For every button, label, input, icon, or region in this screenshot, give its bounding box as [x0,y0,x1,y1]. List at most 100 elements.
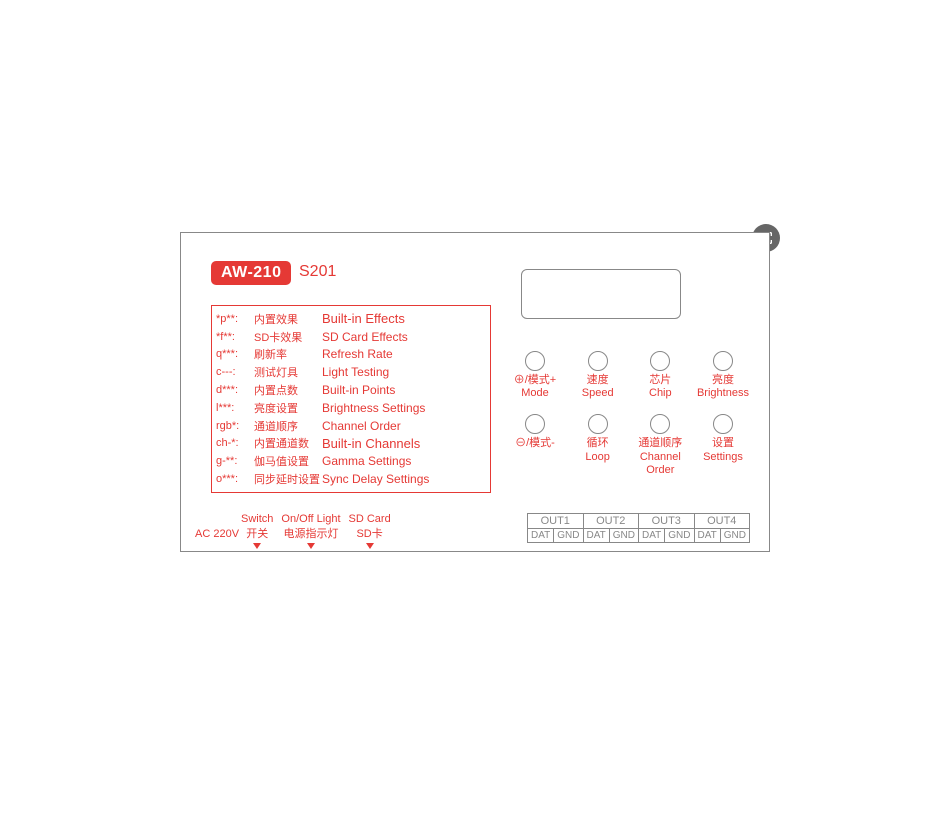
button-2-1: 循环Loop [570,414,626,477]
arrow-down-icon [307,543,315,549]
button-label-en: Mode [507,387,563,400]
ref-code: c---: [212,366,254,378]
ref-code: *p**: [212,313,254,325]
button-label-en: Chip [632,387,688,400]
reference-row: *f**:SD卡效果SD Card Effects [212,329,490,345]
button-circle[interactable] [588,414,608,434]
arrow-down-icon [366,543,374,549]
button-label-cn: ⊕/模式+ [507,374,563,387]
button-label-cn: 速度 [570,374,626,387]
reference-row: rgb*:通道顺序Channel Order [212,418,490,434]
button-2-2: 通道顺序Channel Order [632,414,688,477]
ref-code: l***: [212,402,254,414]
ref-en: Refresh Rate [322,347,490,361]
ref-code: rgb*: [212,420,254,432]
button-circle[interactable] [650,414,670,434]
ref-en: Light Testing [322,365,490,379]
output-pin: GND [665,529,694,543]
ref-cn: 伽马值设置 [254,453,322,469]
output-header: OUT2 [583,514,639,529]
button-2-0: ⊖/模式- [507,414,563,477]
output-header: OUT4 [694,514,750,529]
reference-row: l***:亮度设置Brightness Settings [212,400,490,416]
button-circle[interactable] [525,351,545,371]
button-label-en: Channel Order [632,451,688,477]
output-pin: GND [720,529,749,543]
ref-cn: 刷新率 [254,346,322,362]
reference-row: q***:刷新率Refresh Rate [212,346,490,362]
ref-cn: 通道顺序 [254,418,322,434]
button-label-cn: 亮度 [695,374,751,387]
ref-cn: 内置效果 [254,311,322,327]
output-header: OUT1 [528,514,584,529]
ref-code: g-**: [212,455,254,467]
output-terminal-table: OUT1OUT2OUT3OUT4 DATGNDDATGNDDATGNDDATGN… [527,513,750,543]
ref-en: Built-in Effects [322,311,490,326]
output-pin: GND [554,529,583,543]
button-label-cn: ⊖/模式- [507,437,563,450]
port-label-en: Switch [241,513,273,525]
ref-code: o***: [212,473,254,485]
ref-cn: 内置通道数 [254,435,322,451]
ref-cn: 亮度设置 [254,400,322,416]
model-label: S201 [299,263,336,281]
button-label-en: Settings [695,451,751,464]
arrow-down-icon [253,543,261,549]
port-label-en: On/Off Light [281,513,340,525]
brand-badge: AW-210 [211,261,291,285]
port-label-2: SD CardSD卡 [349,513,391,549]
ref-en: Brightness Settings [322,401,490,415]
button-circle[interactable] [713,351,733,371]
button-label-cn: 通道顺序 [632,437,688,450]
ref-code: ch-*: [212,437,254,449]
port-label-cn: SD卡 [349,525,391,541]
button-grid: ⊕/模式+Mode速度Speed芯片Chip亮度Brightness ⊖/模式-… [507,351,751,491]
ref-code: d***: [212,384,254,396]
port-label-en: SD Card [349,513,391,525]
lcd-display [521,269,681,319]
output-header: OUT3 [639,514,695,529]
button-1-1: 速度Speed [570,351,626,400]
reference-row: d***:内置点数Built-in Points [212,382,490,398]
button-1-0: ⊕/模式+Mode [507,351,563,400]
device-panel: AW-210 S201 *p**:内置效果Built-in Effects *f*… [180,232,770,552]
ref-cn: 同步延时设置 [254,471,322,487]
ref-cn: 内置点数 [254,382,322,398]
button-circle[interactable] [650,351,670,371]
button-label-cn: 设置 [695,437,751,450]
button-1-2: 芯片Chip [632,351,688,400]
port-label-cn: 电源指示灯 [281,525,340,541]
button-circle[interactable] [525,414,545,434]
ref-cn: 测试灯具 [254,364,322,380]
reference-row: c---:测试灯具Light Testing [212,364,490,380]
reference-row: ch-*:内置通道数Built-in Channels [212,435,490,451]
ref-code: *f**: [212,331,254,343]
ref-en: Channel Order [322,419,490,433]
ref-en: Sync Delay Settings [322,472,490,486]
ref-cn: SD卡效果 [254,329,322,345]
reference-table: *p**:内置效果Built-in Effects *f**:SD卡效果SD Ca… [211,305,491,493]
button-circle[interactable] [713,414,733,434]
reference-row: *p**:内置效果Built-in Effects [212,311,490,327]
output-pin: GND [609,529,638,543]
output-pin: DAT [583,529,609,543]
button-2-3: 设置Settings [695,414,751,477]
bottom-port-labels: Switch开关On/Off Light电源指示灯SD CardSD卡 [241,513,399,549]
ref-en: SD Card Effects [322,330,490,344]
ref-en: Built-in Points [322,383,490,397]
button-label-en: Loop [570,451,626,464]
reference-row: g-**:伽马值设置Gamma Settings [212,453,490,469]
button-label-cn: 循环 [570,437,626,450]
port-label-1: On/Off Light电源指示灯 [281,513,340,549]
ref-en: Gamma Settings [322,454,490,468]
output-pin: DAT [528,529,554,543]
ac-voltage-label: AC 220V [195,528,239,540]
reference-row: o***:同步延时设置Sync Delay Settings [212,471,490,487]
button-circle[interactable] [588,351,608,371]
button-1-3: 亮度Brightness [695,351,751,400]
port-label-0: Switch开关 [241,513,273,549]
output-pin: DAT [694,529,720,543]
button-label-en: Speed [570,387,626,400]
port-label-cn: 开关 [241,525,273,541]
ref-en: Built-in Channels [322,436,490,451]
